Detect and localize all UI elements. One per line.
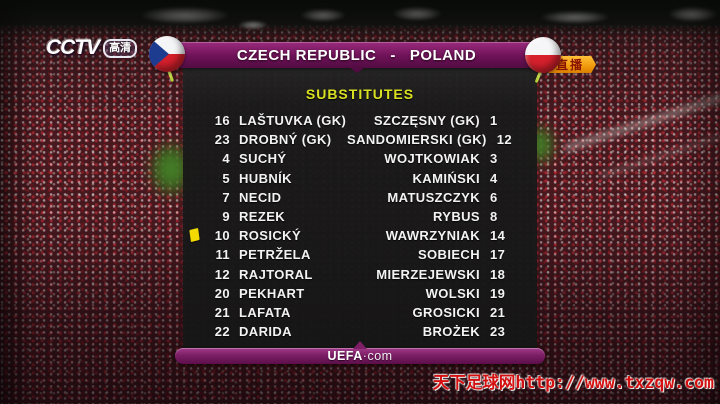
home-sub-number: 23	[214, 132, 230, 148]
home-sub-name: DROBNÝ (GK)	[239, 132, 332, 148]
substitute-row: 20 PEKHART WOLSKI 19	[183, 284, 537, 303]
away-sub-name: SOBIECH	[417, 247, 480, 263]
footer-notch-decoration	[353, 341, 367, 349]
away-sub-name: GROSICKI	[412, 304, 480, 320]
away-sub-name: WOJTKOWIAK	[384, 151, 480, 167]
home-team-name: CZECH REPUBLIC	[236, 46, 377, 64]
live-badge-label: 直播	[555, 58, 584, 72]
header-notch-decoration	[348, 67, 365, 73]
substitute-row: 4 SUCHÝ WOJTKOWIAK 3	[183, 149, 537, 168]
channel-logo: CCTV 高清	[46, 36, 138, 60]
home-sub-number: 11	[215, 247, 230, 263]
match-title: CZECH REPUBLIC - POLAND	[237, 47, 476, 64]
watermark-text: 天下足球网http://www.txzqw.com	[432, 373, 714, 392]
away-sub-number: 23	[490, 324, 506, 340]
uefa-label-bold: UEFA	[327, 349, 363, 363]
substitute-row: 22 DARIDA BROŻEK 23	[183, 322, 537, 341]
substitute-row: 7 NECID MATUSZCZYK 6	[183, 188, 537, 207]
away-sub-name: SZCZĘSNY (GK)	[373, 113, 480, 129]
away-sub-name: MATUSZCZYK	[387, 189, 480, 205]
away-sub-number: 6	[490, 189, 498, 205]
substitutes-rows: 16 LAŠTUVKA (GK) SZCZĘSNY (GK) 1 23 DROB…	[183, 111, 537, 341]
poland-flag-icon	[525, 37, 561, 84]
team-separator: -	[390, 46, 396, 64]
substitute-row: 16 LAŠTUVKA (GK) SZCZĘSNY (GK) 1	[183, 111, 537, 130]
panel-title: SUBSTITUTES	[305, 86, 415, 102]
away-sub-name: WOLSKI	[425, 285, 480, 301]
away-sub-name: WAWRZYNIAK	[385, 228, 480, 244]
substitute-row: 9 REZEK RYBUS 8	[183, 207, 537, 226]
away-team-name: POLAND	[409, 46, 477, 64]
away-sub-name: SANDOMIERSKI (GK)	[347, 132, 487, 148]
away-sub-number: 12	[496, 132, 512, 148]
home-sub-name: DARIDA	[239, 324, 292, 340]
home-sub-name: LAŠTUVKA (GK)	[239, 113, 347, 129]
home-sub-name: NECID	[239, 189, 282, 205]
away-sub-number: 14	[490, 228, 506, 244]
away-sub-name: KAMIŃSKI	[412, 170, 480, 186]
away-sub-number: 17	[490, 247, 506, 263]
home-sub-number: 5	[222, 170, 230, 186]
home-sub-name: RAJTORAL	[239, 266, 313, 282]
away-sub-name: BROŻEK	[422, 324, 480, 340]
home-sub-number: 4	[222, 151, 230, 167]
away-sub-name: MIERZEJEWSKI	[376, 266, 480, 282]
home-sub-name: ROSICKÝ	[239, 228, 302, 244]
yellow-card-icon	[189, 228, 200, 243]
home-sub-number: 21	[214, 304, 230, 320]
home-sub-name: PEKHART	[239, 285, 305, 301]
home-sub-number: 7	[222, 189, 230, 205]
substitute-row: 21 LAFATA GROSICKI 21	[183, 303, 537, 322]
away-sub-number: 19	[490, 285, 506, 301]
substitute-row: 5 HUBNÍK KAMIŃSKI 4	[183, 169, 537, 188]
substitute-row: 12 RAJTORAL MIERZEJEWSKI 18	[183, 265, 537, 284]
home-sub-name: SUCHÝ	[239, 151, 287, 167]
away-sub-number: 3	[490, 151, 498, 167]
cctv-logo-text: CCTV	[46, 36, 100, 59]
away-sub-number: 4	[490, 170, 498, 186]
substitute-row: 10 ROSICKÝ WAWRZYNIAK 14	[183, 226, 537, 245]
away-sub-name: RYBUS	[432, 209, 480, 225]
away-sub-number: 8	[490, 209, 498, 225]
substitutes-panel: SUBSTITUTES 16 LAŠTUVKA (GK) SZCZĘSNY (G…	[183, 54, 537, 355]
away-sub-number: 1	[490, 113, 498, 129]
uefa-label-rest: ·com	[362, 349, 393, 363]
away-sub-number: 21	[490, 304, 506, 320]
czech-flag-icon	[149, 36, 185, 83]
uefa-com-label: UEFA·com	[327, 349, 392, 363]
match-header-bar: CZECH REPUBLIC - POLAND	[168, 42, 545, 73]
home-sub-number: 20	[214, 285, 230, 301]
away-sub-number: 18	[490, 266, 506, 282]
home-sub-name: LAFATA	[239, 304, 291, 320]
home-sub-name: PETRŽELA	[239, 247, 311, 263]
home-sub-number: 22	[214, 324, 230, 340]
uefa-footer-bar: UEFA·com	[175, 341, 545, 364]
hd-badge: 高清	[103, 38, 138, 58]
home-sub-name: HUBNÍK	[239, 170, 292, 186]
home-sub-number: 9	[222, 209, 230, 225]
home-sub-name: REZEK	[239, 209, 286, 225]
substitute-row: 11 PETRŽELA SOBIECH 17	[183, 245, 537, 264]
home-sub-number: 10	[214, 228, 230, 244]
home-sub-number: 12	[214, 266, 230, 282]
home-sub-number: 16	[214, 113, 230, 129]
substitute-row: 23 DROBNÝ (GK) SANDOMIERSKI (GK) 12	[183, 130, 537, 149]
